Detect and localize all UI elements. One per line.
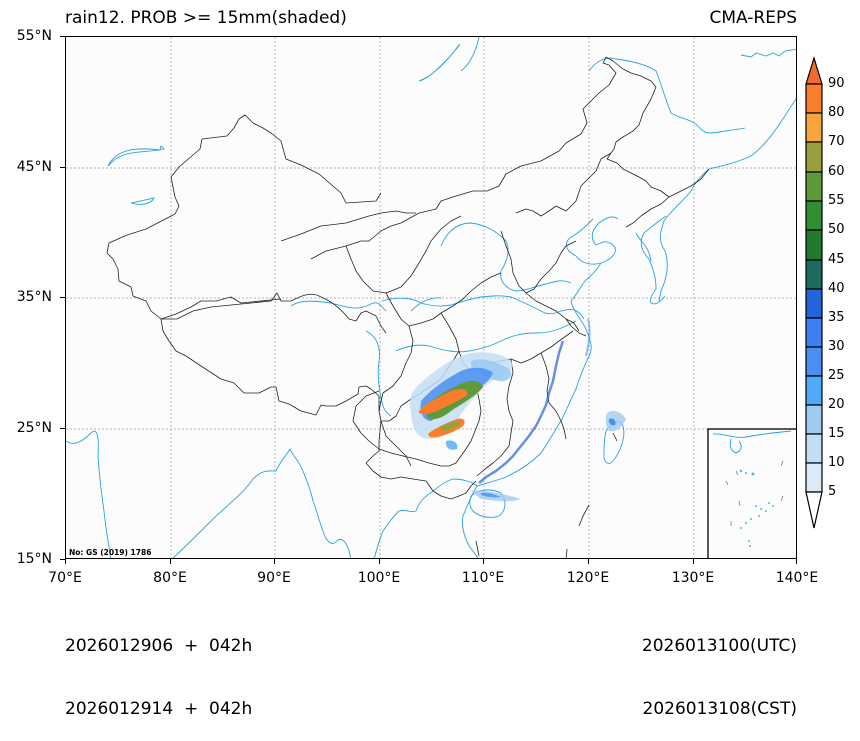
coastlines [66,37,796,558]
x-label-70e: 70°E [48,570,82,586]
x-tick-130e [693,559,695,564]
x-tick-110e [483,559,485,564]
x-tick-120e [588,559,590,564]
x-tick-80e [170,559,172,564]
y-label-25n: 25°N [16,420,52,436]
x-tick-70e [65,559,67,564]
x-label-80e: 80°E [153,570,187,586]
colorbar-label-10: 10 [828,455,845,470]
colorbar-label-55: 55 [828,193,845,208]
map-approval-number: No: GS (2019) 1786 [69,548,152,557]
colorbar-label-40: 40 [828,281,845,296]
colorbar-label-50: 50 [828,222,845,237]
x-label-100e: 100°E [357,570,401,586]
init-time-cst: 2026012914 + 042h [65,699,253,719]
y-label-55n: 55°N [16,28,52,44]
y-tick-25n [60,428,65,430]
valid-time-block: 2026013100(UTC) 2026013108(CST) [642,594,797,741]
south-china-sea-inset [707,428,796,558]
x-tick-140e [796,559,798,564]
map-canvas [66,37,796,558]
colorbar-label-30: 30 [828,339,845,354]
map-panel [65,36,797,559]
colorbar-label-80: 80 [828,105,845,120]
y-label-15n: 15°N [16,551,52,567]
admin-borders [106,56,710,558]
gridlines [66,37,796,558]
x-tick-90e [274,559,276,564]
valid-time-cst: 2026013108(CST) [642,699,797,719]
model-name: CMA-REPS [709,8,797,28]
x-tick-100e [379,559,381,564]
colorbar-label-20: 20 [828,397,845,412]
colorbar-label-45: 45 [828,252,845,267]
x-label-130e: 130°E [671,570,715,586]
colorbar-label-90: 90 [828,76,845,91]
y-tick-35n [60,297,65,299]
y-label-45n: 45°N [16,159,52,175]
colorbar-label-5: 5 [828,484,837,499]
x-label-140e: 140°E [775,570,819,586]
x-label-110e: 110°E [461,570,505,586]
y-tick-15n [60,559,65,561]
colorbar-label-70: 70 [828,134,845,149]
colorbar-label-60: 60 [828,164,845,179]
x-label-120e: 120°E [566,570,610,586]
precip-shading [409,318,626,502]
colorbar-label-35: 35 [828,310,845,325]
y-label-35n: 35°N [16,289,52,305]
x-label-90e: 90°E [257,570,291,586]
init-time-block: 2026012906 + 042h 2026012914 + 042h [65,594,252,741]
colorbar-label-25: 25 [828,368,845,383]
colorbar-label-15: 15 [828,426,845,441]
y-tick-45n [60,167,65,169]
y-tick-55n [60,36,65,38]
plot-title: rain12. PROB >= 15mm(shaded) [65,8,347,28]
